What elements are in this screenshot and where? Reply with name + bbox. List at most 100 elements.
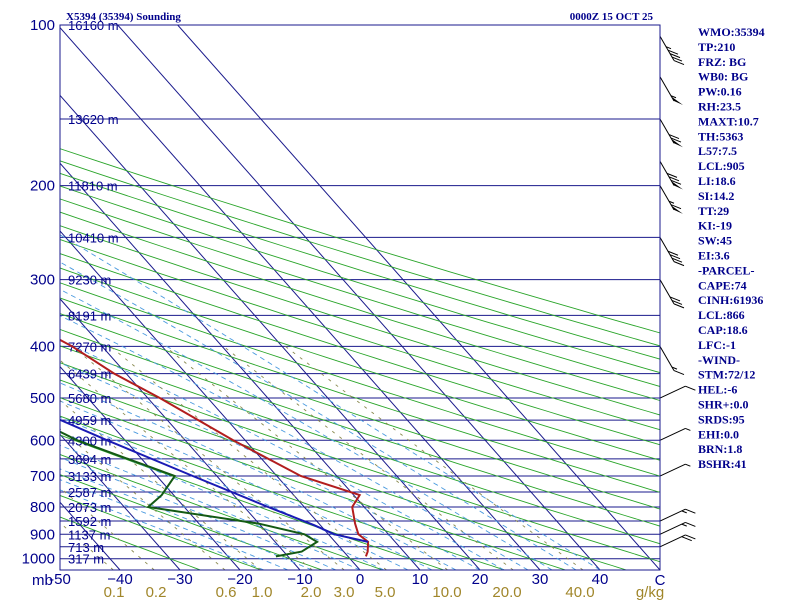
wind-barb-flag (671, 299, 683, 305)
wind-barb-flag (669, 254, 681, 260)
wind-barb-flag (685, 521, 696, 527)
wind-barb (659, 118, 683, 148)
temperature-tick-label: −40 (107, 571, 132, 588)
mixing-ratio-tick-label: 3.0 (334, 584, 355, 600)
dry-adiabat (60, 225, 660, 416)
temperature-tick-label: 20 (472, 571, 489, 588)
isotherm-line (60, 569, 61, 570)
temperature-tick-label: 10 (412, 571, 429, 588)
temperature-unit-label: C (655, 572, 666, 589)
wind-barb-staff (659, 428, 686, 441)
thermo-grid (60, 25, 660, 570)
moist-adiabat (60, 431, 385, 570)
isotherm-line (60, 433, 181, 570)
height-label: 1592 m (68, 514, 111, 529)
wind-barb-half-flag (685, 427, 691, 431)
dry-adiabat (60, 345, 660, 545)
moist-adiabat (60, 400, 433, 570)
mixing-ratio-tick-label: 20.0 (492, 584, 521, 600)
index-entry: BSHR:41 (698, 457, 747, 471)
wind-barb-flag (673, 370, 685, 376)
wind-barb-half-flag (681, 523, 687, 527)
temperature-tick-label: 40 (592, 571, 609, 588)
dry-adiabat (60, 148, 660, 334)
wind-barb-pennant (671, 138, 683, 148)
temperature-trace (60, 338, 370, 557)
wind-barb-flag (667, 49, 679, 55)
wind-barb-flag (671, 56, 683, 62)
moist-adiabat (60, 444, 361, 570)
index-entry: CAPE:74 (698, 278, 747, 292)
wind-barb (659, 36, 685, 66)
wind-barb-staff (659, 463, 686, 477)
height-label: 11810 m (68, 179, 118, 194)
dry-adiabat (60, 474, 323, 570)
wind-barb-flag (668, 176, 680, 182)
wind-barb (659, 279, 685, 309)
index-entry: L57:7.5 (698, 144, 737, 158)
mixing-ratio-tick-label: 40.0 (565, 584, 594, 600)
dry-adiabat (60, 516, 201, 570)
index-entry: STM:72/12 (698, 368, 755, 382)
index-entry: SW:45 (698, 234, 732, 248)
temperature-tick-label: −30 (167, 571, 192, 588)
wind-barb-half-flag (668, 200, 675, 204)
mixing-ratio-line (109, 345, 387, 570)
moist-adiabat (60, 416, 409, 570)
index-entry: TH:5363 (698, 129, 743, 143)
wind-barb-staff (659, 36, 675, 61)
wind-barb (659, 508, 696, 522)
parcel-trace (60, 418, 369, 543)
index-entry: LFC:-1 (698, 338, 736, 352)
dry-adiabat (60, 397, 566, 570)
wind-barb-flag (670, 204, 682, 210)
mixing-ratio-tick-label: 0.6 (216, 584, 237, 600)
wind-barb-half-flag (671, 366, 678, 370)
height-label: 9230 m (68, 273, 111, 288)
index-entry: WMO:35394 (698, 25, 765, 39)
height-label: 4300 m (68, 433, 111, 448)
wind-barb-flag (681, 536, 692, 542)
wind-barb-flag (685, 385, 696, 391)
isotherm-line (60, 26, 541, 570)
wind-barb-flag (670, 179, 682, 185)
index-entry: FRZ: BG (698, 55, 746, 69)
height-label: 4959 m (68, 413, 111, 428)
height-label: 713 m (68, 540, 104, 555)
isotherm-line (117, 25, 601, 570)
wind-barb-flag (669, 296, 681, 302)
pressure-unit-label: mb (32, 572, 53, 589)
dry-adiabat (60, 282, 660, 477)
pressure-tick-label: 400 (30, 338, 55, 355)
moist-adiabat (60, 489, 265, 570)
mixing-ratio-line (71, 345, 345, 570)
wind-barb-half-flag (681, 510, 687, 514)
wind-barb-staff (659, 521, 686, 535)
dry-adiabat (60, 253, 660, 446)
wind-barb-flag (670, 137, 682, 143)
dry-adiabat (60, 185, 660, 374)
dry-adiabat (60, 362, 660, 563)
wind-barb (659, 160, 683, 190)
wind-barb-flag (669, 53, 681, 59)
wind-barb (659, 463, 691, 477)
dewpoint-trace (60, 430, 320, 558)
index-entry: WB0: BG (698, 70, 748, 84)
wind-barb (659, 346, 685, 376)
mixing-ratio-tick-label: 5.0 (375, 584, 396, 600)
dry-adiabat (60, 239, 660, 431)
isotherm-line (60, 298, 301, 570)
mixing-ratio-tick-label: 0.1 (104, 584, 125, 600)
dry-adiabat (60, 328, 660, 527)
station-title: X5394 (35394) Sounding (66, 11, 181, 23)
pressure-tick-label: 100 (30, 17, 55, 34)
index-entry: RH:23.5 (698, 100, 741, 114)
wind-barb (659, 76, 683, 105)
wind-barb (659, 237, 685, 267)
index-entry: EHI:0.0 (698, 427, 739, 441)
index-entry: LI:18.6 (698, 174, 736, 188)
moist-adiabat (60, 288, 553, 570)
wind-barb-pennant (671, 181, 683, 190)
moist-adiabat (60, 479, 289, 570)
height-label: 317 m (68, 552, 104, 567)
